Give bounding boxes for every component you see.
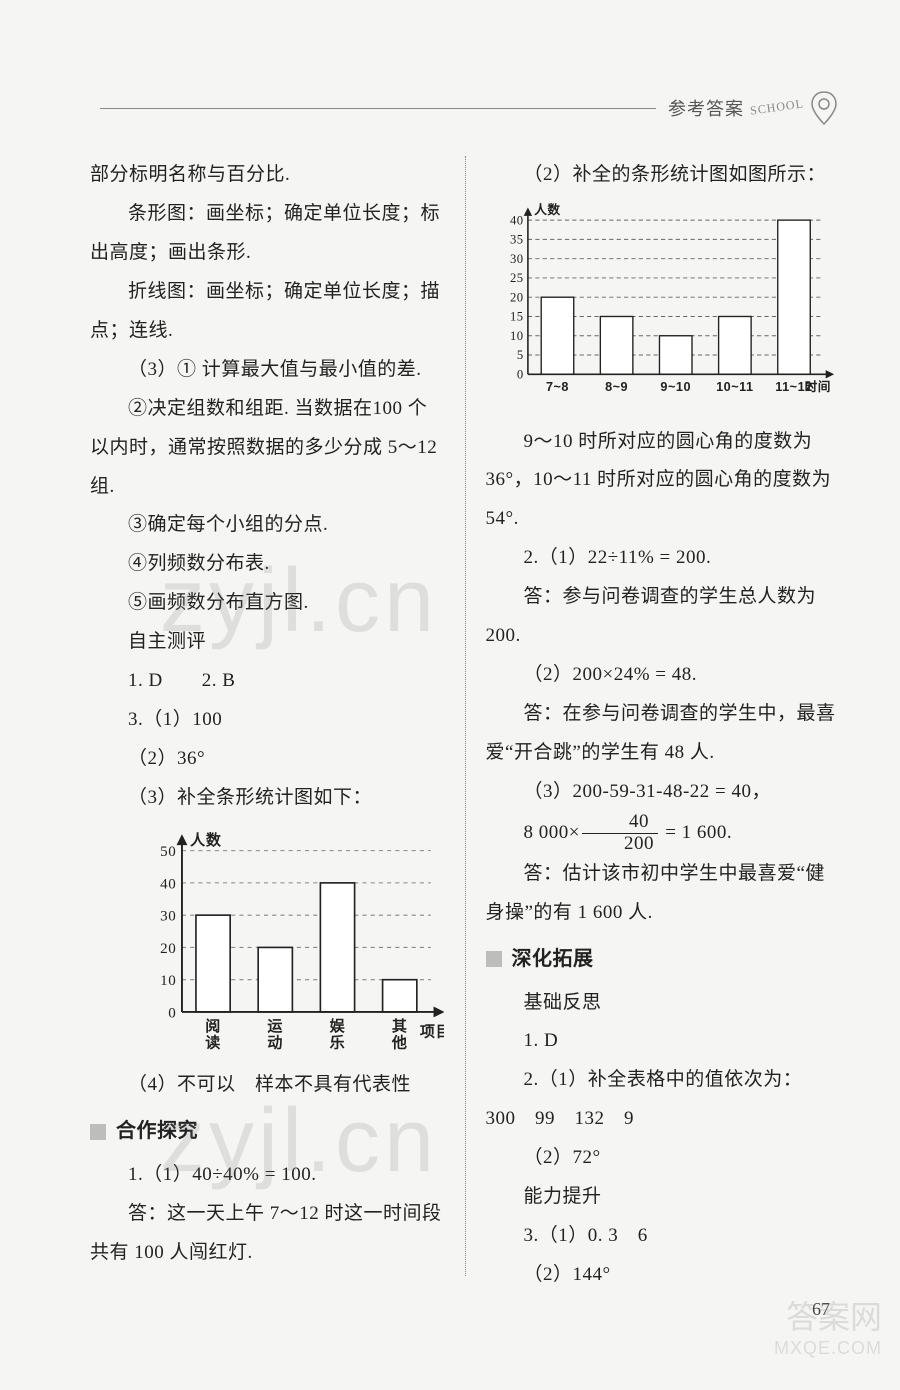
page-root: 参考答案 SCHOOL 部分标明名称与百分比. 条形图：画坐标；确定单位长度；标… xyxy=(0,0,900,1390)
svg-text:0: 0 xyxy=(516,367,523,381)
svg-text:5: 5 xyxy=(516,348,523,362)
para: （4）不可以 样本不具有代表性 xyxy=(90,1066,445,1105)
page-header: 参考答案 SCHOOL xyxy=(90,90,840,126)
svg-text:15: 15 xyxy=(509,310,523,324)
para: （3）① 计算最大值与最小值的差. xyxy=(90,351,445,390)
corner-badge: 答案网 MXQE.COM xyxy=(762,1292,882,1372)
answer-line: 1. D xyxy=(486,1022,841,1061)
svg-text:10~11: 10~11 xyxy=(716,380,754,394)
para: 折线图：画坐标；确定单位长度；描点；连线. xyxy=(90,273,445,351)
para: 部分标明名称与百分比. xyxy=(90,156,445,195)
svg-text:40: 40 xyxy=(509,213,523,227)
section-title: 深化拓展 xyxy=(512,939,594,980)
para: 9～10 时所对应的圆心角的度数为 36°，10～11 时所对应的圆心角的度数为… xyxy=(486,423,841,540)
para: （2）200×24% = 48. xyxy=(486,656,841,695)
section-bullet-icon xyxy=(90,1124,106,1140)
column-divider xyxy=(465,156,466,1276)
svg-text:8~9: 8~9 xyxy=(605,380,628,394)
para: 8 000×40200 = 1 600. xyxy=(486,812,841,855)
svg-text:他: 他 xyxy=(391,1033,408,1051)
para: 答：这一天上午 7～12 时这一时间段共有 100 人闯红灯. xyxy=(90,1195,445,1273)
section-title: 合作探究 xyxy=(116,1111,198,1152)
para: 自主测评 xyxy=(90,623,445,662)
para: 1.（1）40÷40% = 100. xyxy=(90,1156,445,1195)
svg-text:时间: 时间 xyxy=(804,379,830,394)
svg-text:人数: 人数 xyxy=(190,831,222,849)
content-columns: 部分标明名称与百分比. 条形图：画坐标；确定单位长度；标出高度；画出条形. 折线… xyxy=(90,156,840,1276)
denominator: 200 xyxy=(582,834,658,855)
svg-text:读: 读 xyxy=(205,1033,221,1051)
answer-line: 1. D 2. B xyxy=(90,662,445,701)
left-column: 部分标明名称与百分比. 条形图：画坐标；确定单位长度；标出高度；画出条形. 折线… xyxy=(90,156,463,1276)
answer-line: （2）144° xyxy=(486,1256,841,1295)
bar-chart-1: 人数 0 10 20 30 40 50 阅读 运动 娱乐 其他项目 xyxy=(130,826,445,1058)
right-column: （2）补全的条形统计图如图所示： 人数 0 5 10 15 20 25 30 35 40 7~8 8~… xyxy=(468,156,841,1276)
school-badge-text: SCHOOL xyxy=(749,96,805,118)
para: ③确定每个小组的分点. xyxy=(90,506,445,545)
numerator: 40 xyxy=(582,812,658,834)
svg-text:20: 20 xyxy=(160,941,176,957)
answer-line: （2）72° xyxy=(486,1139,841,1178)
answer-line: 3.（1）100 xyxy=(90,701,445,740)
para: 条形图：画坐标；确定单位长度；标出高度；画出条形. xyxy=(90,195,445,273)
svg-text:其: 其 xyxy=(392,1017,408,1035)
answer-line: （2）36° xyxy=(90,740,445,779)
text: 8 000× xyxy=(524,822,580,843)
svg-text:7~8: 7~8 xyxy=(545,380,568,394)
svg-text:乐: 乐 xyxy=(330,1033,346,1051)
header-rule xyxy=(100,108,656,109)
svg-text:25: 25 xyxy=(509,271,523,285)
section-header: 合作探究 xyxy=(90,1111,445,1152)
para: （3）补全条形统计图如下： xyxy=(90,779,445,818)
para: 基础反思 xyxy=(486,984,841,1023)
svg-text:项目: 项目 xyxy=(420,1024,445,1041)
answer-line: 3.（1）0. 3 6 xyxy=(486,1217,841,1256)
svg-text:20: 20 xyxy=(509,290,523,304)
corner-line2: MXQE.COM xyxy=(762,1338,882,1359)
svg-text:人数: 人数 xyxy=(534,202,560,217)
text: = 1 600. xyxy=(660,822,732,843)
svg-text:30: 30 xyxy=(509,252,523,266)
svg-text:运: 运 xyxy=(267,1018,283,1035)
map-pin-icon xyxy=(808,90,840,126)
svg-text:阅: 阅 xyxy=(205,1017,221,1035)
svg-text:动: 动 xyxy=(267,1033,283,1051)
para: 2.（1）22÷11% = 200. xyxy=(486,539,841,578)
para: （2）补全的条形统计图如图所示： xyxy=(486,156,841,195)
svg-text:10: 10 xyxy=(509,329,523,343)
para: 答：参与问卷调查的学生总人数为 200. xyxy=(486,578,841,656)
answer-line: 300 99 132 9 xyxy=(486,1100,841,1139)
para: 答：在参与问卷调查的学生中，最喜爱“开合跳”的学生有 48 人. xyxy=(486,695,841,773)
section-bullet-icon xyxy=(486,951,502,967)
para: 能力提升 xyxy=(486,1178,841,1217)
svg-text:10: 10 xyxy=(160,973,176,989)
para: （3）200-59-31-48-22 = 40， xyxy=(486,773,841,812)
fraction: 40200 xyxy=(582,812,658,855)
para: 答：估计该市初中学生中最喜爱“健身操”的有 1 600 人. xyxy=(486,855,841,933)
para: ⑤画频数分布直方图. xyxy=(90,584,445,623)
svg-text:娱: 娱 xyxy=(330,1017,346,1035)
corner-line1: 答案网 xyxy=(762,1292,882,1338)
para: ②决定组数和组距. 当数据在100 个以内时，通常按照数据的多少分成 5～12 … xyxy=(90,390,445,507)
svg-text:35: 35 xyxy=(509,233,523,247)
section-header: 深化拓展 xyxy=(486,939,841,980)
para: 2.（1）补全表格中的值依次为： xyxy=(486,1061,841,1100)
header-label: 参考答案 xyxy=(668,95,744,121)
para: ④列频数分布表. xyxy=(90,545,445,584)
svg-text:30: 30 xyxy=(160,909,176,925)
svg-text:9~10: 9~10 xyxy=(660,380,691,394)
bar-chart-2: 人数05101520253035407~88~99~1010~1111~12时间 xyxy=(492,199,841,415)
svg-text:0: 0 xyxy=(168,1005,176,1021)
svg-text:40: 40 xyxy=(160,876,176,892)
svg-text:50: 50 xyxy=(160,844,176,860)
